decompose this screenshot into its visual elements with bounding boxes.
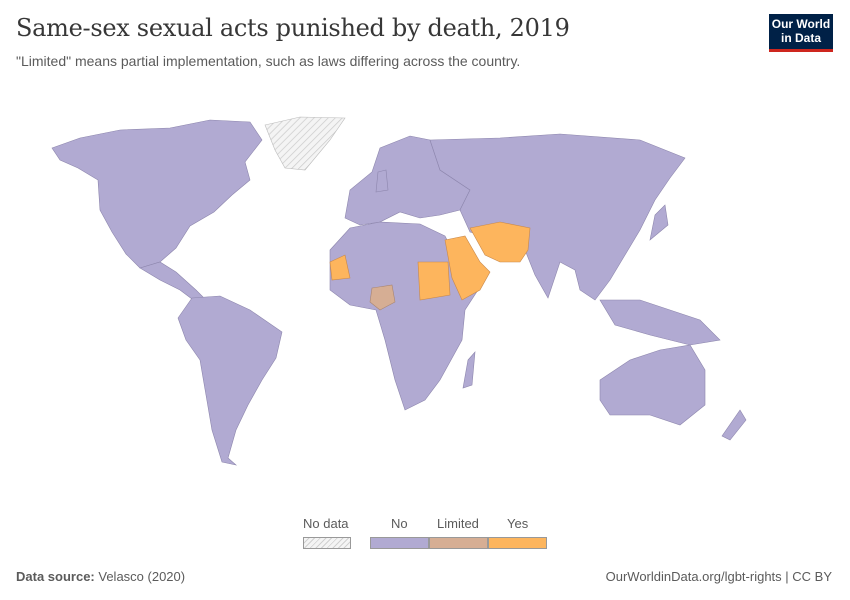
legend-limited-swatch[interactable] [429,537,488,549]
region-arabia [444,235,491,301]
subtitle: "Limited" means partial implementation, … [16,53,521,69]
source-url-link[interactable]: OurWorldinData.org/lgbt-rights | CC BY [605,569,832,584]
region-north-america [51,119,263,269]
legend-no-label: No [391,516,408,531]
region-sudan [417,261,451,301]
region-central-america [139,261,207,303]
legend-yes-swatch[interactable] [488,537,547,549]
region-uk [375,169,389,193]
legend-no-data-label: No data [303,516,349,531]
region-iran-afghanistan-pakistan [469,221,531,263]
region-south-america [177,295,283,466]
region-nigeria [369,284,396,311]
data-source: Data source: Velasco (2020) [16,569,186,584]
page-title: Same-sex sexual acts punished by death, … [16,14,570,42]
region-asia [429,133,686,301]
legend-no-swatch[interactable] [370,537,429,549]
region-japan [649,204,669,241]
legend-yes-label: Yes [507,516,529,531]
owid-logo[interactable]: Our World in Data [769,14,833,52]
legend-limited-label: Limited [437,516,479,531]
legend-no-data-swatch[interactable] [303,537,351,549]
region-madagascar [462,351,476,389]
region-new-zealand [721,409,747,441]
region-australia [599,344,706,426]
world-map [51,116,747,466]
region-mauritania [329,254,351,281]
region-greenland [264,116,346,171]
region-southeast-asia [599,299,721,346]
